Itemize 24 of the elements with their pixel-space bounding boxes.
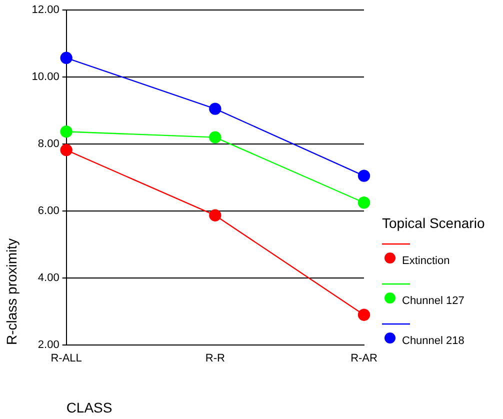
legend-label: Chunnel 127 [402, 295, 464, 308]
point [60, 144, 72, 156]
legend-label: Chunnel 218 [402, 335, 464, 348]
point [209, 209, 222, 222]
point [60, 52, 72, 64]
point [209, 102, 222, 115]
x-tick-label: R-ALL [50, 352, 82, 365]
y-tick-label: 2.00 [38, 339, 60, 352]
legend-label: Extinction [402, 255, 450, 268]
y-tick-label: 6.00 [38, 205, 60, 218]
legend-title: Topical Scenario [382, 214, 485, 231]
y-tick-label: 12.00 [32, 4, 60, 16]
point [358, 170, 370, 182]
y-tick-label: 10.00 [32, 71, 60, 84]
x-axis-title: CLASS [66, 399, 112, 416]
point [60, 126, 72, 138]
x-tick-label: R-R [205, 352, 225, 365]
point [209, 131, 222, 144]
x-tick-label: R-AR [350, 352, 378, 365]
y-axis-title: R-class proximity [3, 238, 20, 345]
point [358, 196, 370, 209]
point [358, 308, 370, 321]
y-tick-label: 4.00 [38, 272, 60, 284]
y-tick-label: 8.00 [38, 138, 60, 150]
